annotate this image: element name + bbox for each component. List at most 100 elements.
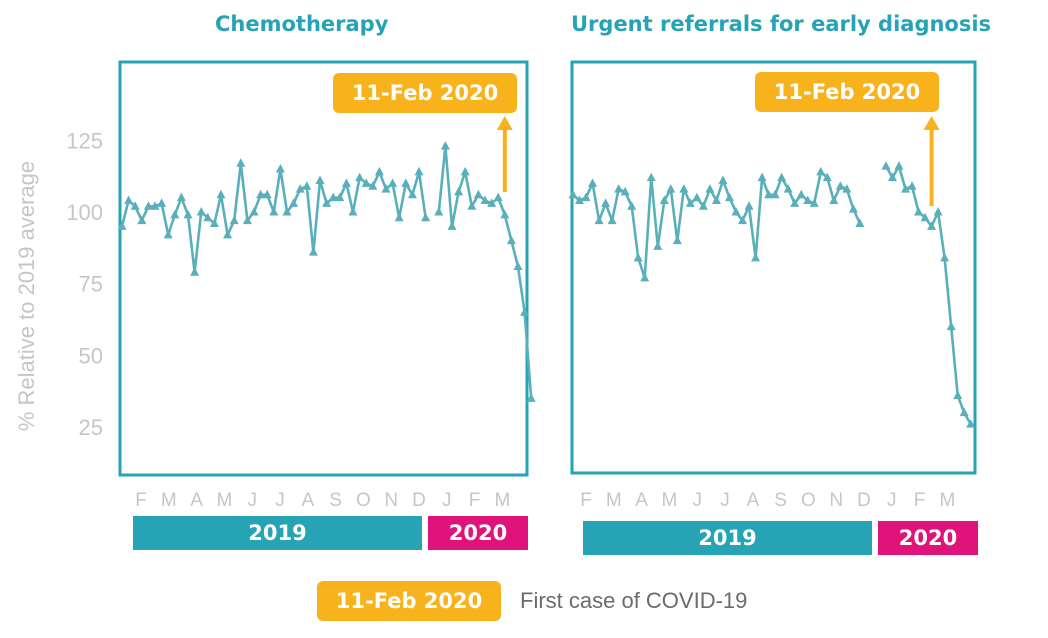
- data-point-chemo-31: [322, 198, 332, 207]
- data-point-chemo-1: [124, 195, 134, 205]
- data-point-referrals-14: [659, 195, 669, 205]
- x-tick-label-chemo-4: J: [247, 490, 257, 511]
- data-point-chemo-7: [163, 229, 173, 239]
- data-point-chemo-61: [520, 307, 530, 316]
- data-point-referrals-56: [933, 207, 943, 216]
- x-tick-label-referrals-8: O: [801, 490, 816, 511]
- data-point-chemo-18: [236, 158, 246, 167]
- x-tick-label-referrals-1: M: [606, 490, 622, 511]
- data-point-chemo-49: [440, 141, 450, 150]
- data-point-chemo-60: [513, 261, 523, 270]
- data-point-referrals-57: [940, 252, 950, 262]
- data-point-chemo-15: [216, 189, 226, 199]
- year-bar-2020-right: 2020: [878, 521, 978, 555]
- data-point-chemo-46: [421, 212, 431, 222]
- data-point-referrals-0: [568, 189, 578, 199]
- year-bar-2019-left: 2019: [133, 516, 422, 550]
- data-point-referrals-20: [698, 201, 708, 210]
- data-point-referrals-51: [901, 184, 911, 193]
- data-point-referrals-44: [855, 218, 865, 227]
- data-point-chemo-44: [407, 189, 417, 199]
- data-point-chemo-30: [315, 175, 325, 184]
- data-point-chemo-41: [388, 178, 398, 187]
- data-point-referrals-7: [614, 184, 624, 193]
- data-point-referrals-58: [946, 321, 956, 331]
- data-point-referrals-61: [966, 419, 976, 428]
- data-point-chemo-24: [275, 164, 285, 173]
- data-point-chemo-39: [374, 166, 384, 176]
- data-point-referrals-42: [842, 184, 852, 193]
- data-point-chemo-12: [196, 207, 206, 216]
- data-point-referrals-18: [685, 198, 695, 207]
- plot-frame-chemo: [118, 60, 529, 477]
- series-line-chemo-segment-1: [437, 144, 533, 399]
- data-point-referrals-3: [588, 178, 598, 187]
- data-point-referrals-24: [724, 192, 734, 202]
- x-tick-label-referrals-9: N: [829, 490, 843, 511]
- x-tick-label-chemo-0: F: [135, 490, 147, 511]
- data-point-referrals-59: [953, 390, 963, 399]
- series-line-chemo-segment-0: [120, 162, 427, 274]
- data-point-referrals-5: [601, 198, 611, 207]
- data-point-referrals-17: [679, 184, 689, 193]
- data-point-referrals-25: [731, 207, 741, 216]
- data-point-chemo-37: [361, 178, 371, 187]
- data-point-chemo-25: [282, 207, 292, 216]
- data-point-referrals-9: [627, 201, 637, 210]
- data-point-referrals-40: [829, 195, 839, 205]
- x-tick-label-referrals-13: M: [939, 490, 955, 511]
- x-tick-label-referrals-0: F: [580, 490, 592, 511]
- data-point-chemo-9: [176, 192, 186, 202]
- data-point-referrals-38: [816, 166, 826, 176]
- y-tick-label-100: 100: [66, 200, 103, 225]
- data-point-referrals-29: [757, 172, 767, 182]
- data-point-chemo-17: [229, 215, 239, 225]
- data-point-referrals-50: [894, 161, 904, 170]
- data-point-chemo-5: [150, 201, 160, 210]
- x-tick-label-chemo-9: N: [384, 490, 398, 511]
- covid-marker-label-left: 11-Feb 2020: [333, 73, 517, 113]
- data-point-referrals-10: [633, 252, 643, 262]
- data-point-chemo-35: [348, 207, 358, 216]
- data-point-chemo-27: [295, 184, 305, 193]
- y-tick-label-75: 75: [79, 272, 103, 297]
- x-tick-label-chemo-1: M: [161, 490, 177, 511]
- data-point-referrals-1: [575, 195, 585, 205]
- data-point-chemo-4: [143, 201, 153, 210]
- chart-title-chemotherapy: Chemotherapy: [215, 12, 389, 36]
- x-tick-label-referrals-5: J: [720, 490, 730, 511]
- data-point-chemo-0: [117, 221, 127, 230]
- x-tick-label-referrals-11: J: [887, 490, 897, 511]
- data-point-chemo-51: [454, 186, 464, 196]
- y-tick-label-25: 25: [79, 415, 103, 440]
- legend-marker-box: 11-Feb 2020: [317, 581, 501, 621]
- data-point-referrals-11: [640, 272, 650, 282]
- data-point-chemo-23: [269, 207, 279, 216]
- series-line-referrals-segment-1: [884, 164, 972, 425]
- data-point-chemo-40: [381, 184, 391, 193]
- data-point-referrals-31: [770, 189, 780, 199]
- data-point-chemo-56: [487, 198, 497, 207]
- data-point-chemo-3: [137, 215, 147, 225]
- y-axis-label: % Relative to 2019 average: [14, 160, 39, 432]
- data-point-referrals-41: [835, 181, 845, 190]
- x-tick-label-referrals-7: S: [774, 490, 787, 511]
- data-point-referrals-36: [803, 195, 813, 205]
- x-tick-label-chemo-8: O: [356, 490, 371, 511]
- data-point-referrals-26: [738, 215, 748, 225]
- data-point-chemo-50: [447, 221, 457, 230]
- data-point-referrals-43: [848, 204, 858, 213]
- data-point-chemo-14: [209, 218, 219, 227]
- data-point-chemo-42: [394, 212, 404, 222]
- data-point-referrals-53: [914, 207, 924, 216]
- data-point-chemo-6: [157, 198, 167, 207]
- legend-text: First case of COVID-19: [520, 588, 748, 613]
- data-point-referrals-30: [764, 189, 774, 199]
- x-tick-label-referrals-3: M: [661, 490, 677, 511]
- data-point-chemo-45: [414, 166, 424, 176]
- data-point-chemo-57: [493, 192, 503, 202]
- data-point-referrals-13: [653, 241, 663, 250]
- data-point-chemo-20: [249, 207, 259, 216]
